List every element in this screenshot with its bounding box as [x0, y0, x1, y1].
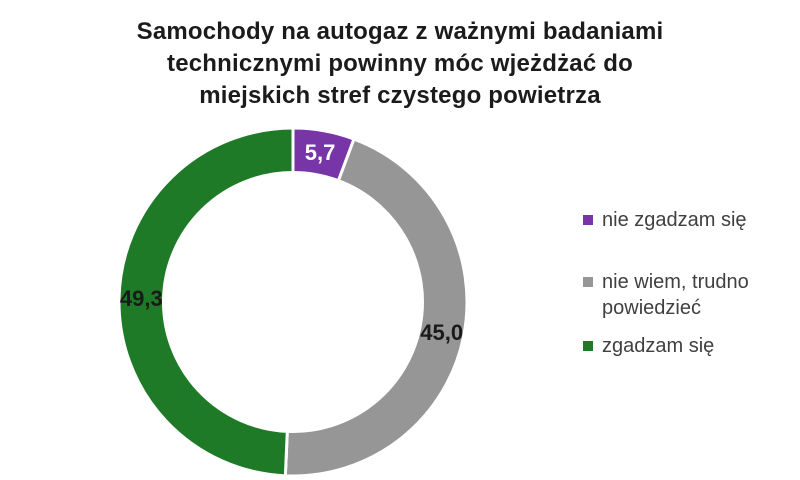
chart-title-line-1: Samochody na autogaz z ważnymi badaniami [136, 18, 664, 45]
legend-swatch-icon [583, 341, 593, 351]
legend-label: zgadzam się [602, 335, 715, 357]
legend-item-2: nie wiem, trudno powiedzieć [583, 269, 788, 321]
legend-item-3: zgadzam się [583, 333, 788, 359]
data-label-2: 45,0 [420, 320, 463, 345]
chart-title: Samochody na autogaz z ważnymi badaniami… [0, 16, 800, 112]
data-label-1: 5,7 [305, 140, 336, 165]
legend-swatch-icon [583, 277, 593, 287]
chart-title-line-3: miejskich stref czystego powietrza [199, 82, 601, 109]
data-label-3: 49,3 [120, 286, 163, 311]
chart-title-line-2: technicznymi powinny móc wjeżdżać do [167, 50, 633, 77]
legend-label: nie zgadzam się [602, 209, 747, 231]
legend-label: nie wiem, trudno powiedzieć [602, 271, 749, 319]
donut-segment-2 [283, 137, 469, 478]
legend-swatch-icon [583, 215, 593, 225]
donut-segment-3 [117, 126, 295, 478]
legend-item-1: nie zgadzam się [583, 207, 788, 233]
legend: nie zgadzam się nie wiem, trudno powiedzi… [583, 207, 788, 359]
